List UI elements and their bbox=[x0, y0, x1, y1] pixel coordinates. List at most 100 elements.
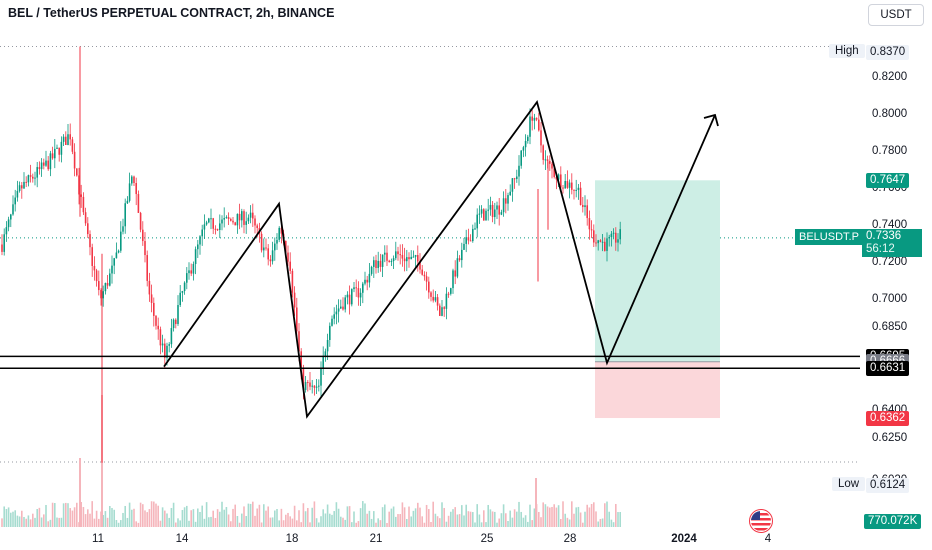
volume-bar-199 bbox=[439, 518, 441, 527]
candle-body-27 bbox=[60, 141, 63, 155]
volume-bar-268 bbox=[590, 503, 593, 527]
volume-bar-151 bbox=[333, 511, 335, 527]
candle-body-250 bbox=[551, 163, 553, 169]
candle-body-166 bbox=[366, 279, 368, 283]
volume-bar-241 bbox=[531, 520, 533, 527]
candle-body-150 bbox=[331, 318, 333, 326]
volume-bar-159 bbox=[351, 522, 353, 527]
volume-bar-96 bbox=[212, 510, 214, 527]
volume-bar-88 bbox=[194, 521, 197, 527]
volume-bar-277 bbox=[610, 519, 613, 527]
candle-body-245 bbox=[540, 130, 542, 146]
volume-bar-25 bbox=[56, 517, 58, 527]
candle-body-16 bbox=[36, 167, 38, 178]
volume-bar-148 bbox=[326, 504, 329, 527]
candle-body-197 bbox=[434, 297, 437, 301]
volume-bar-161 bbox=[355, 522, 357, 527]
volume-bar-19 bbox=[43, 514, 45, 527]
volume-bar-29 bbox=[65, 502, 67, 527]
candle-body-114 bbox=[252, 212, 254, 219]
volume-bar-146 bbox=[322, 509, 324, 527]
candle-body-157 bbox=[346, 294, 349, 298]
volume-bar-250 bbox=[551, 506, 553, 527]
candle-body-230 bbox=[507, 195, 509, 204]
y-tick-6: 0.7000 bbox=[872, 293, 908, 305]
volume-bar-208 bbox=[458, 514, 461, 527]
volume-bar-112 bbox=[247, 503, 250, 527]
volume-bar-111 bbox=[245, 516, 247, 527]
candle-body-11 bbox=[25, 181, 27, 183]
candle-body-218 bbox=[480, 209, 483, 214]
candle-body-167 bbox=[368, 273, 371, 283]
candle-body-184 bbox=[406, 257, 408, 262]
volume-bar-245 bbox=[540, 517, 542, 527]
candle-body-79 bbox=[175, 319, 177, 324]
candle-body-95 bbox=[210, 218, 212, 220]
volume-bar-4 bbox=[10, 512, 12, 527]
candle-body-267 bbox=[588, 218, 591, 230]
volume-bar-137 bbox=[302, 503, 305, 527]
candle-body-69 bbox=[153, 302, 155, 316]
volume-bar-92 bbox=[203, 518, 206, 527]
volume-bar-67 bbox=[148, 509, 151, 527]
volume-bar-170 bbox=[375, 522, 377, 527]
y-tick-7: 0.6850 bbox=[872, 320, 908, 333]
volume-bar-120 bbox=[265, 510, 267, 527]
volume-bar-252 bbox=[555, 507, 558, 527]
candle-body-101 bbox=[223, 218, 225, 220]
volume-bar-271 bbox=[597, 521, 599, 527]
volume-bar-23 bbox=[51, 502, 54, 527]
candle-body-116 bbox=[256, 225, 258, 229]
volume-bar-74 bbox=[164, 510, 166, 527]
volume-bar-89 bbox=[197, 508, 199, 527]
candle-body-25 bbox=[56, 147, 58, 149]
candle-body-228 bbox=[502, 198, 505, 213]
candle-body-63 bbox=[139, 212, 142, 230]
candle-body-108 bbox=[238, 213, 241, 221]
volume-bar-142 bbox=[313, 501, 316, 527]
candle-body-22 bbox=[49, 153, 52, 170]
volume-bar-264 bbox=[582, 522, 584, 527]
candle-body-19 bbox=[43, 162, 45, 166]
candle-body-191 bbox=[421, 269, 423, 275]
candle-body-179 bbox=[395, 251, 397, 259]
volume-bar-103 bbox=[227, 514, 230, 527]
volume-bar-259 bbox=[571, 501, 573, 527]
candle-body-271 bbox=[597, 240, 599, 244]
volume-bar-55 bbox=[122, 512, 124, 527]
volume-bar-0 bbox=[1, 518, 3, 527]
candle-body-206 bbox=[454, 270, 456, 277]
level-tag-target-0: 0.7647 bbox=[866, 172, 910, 188]
candle-body-47 bbox=[104, 282, 107, 292]
volume-bar-270 bbox=[595, 511, 597, 527]
volume-bar-8 bbox=[18, 516, 21, 527]
volume-bar-41 bbox=[91, 501, 93, 527]
candle-body-174 bbox=[384, 252, 386, 255]
candle-body-215 bbox=[474, 228, 476, 230]
candle-body-248 bbox=[546, 159, 549, 161]
candle-body-121 bbox=[267, 248, 269, 260]
candle-body-32 bbox=[71, 139, 74, 152]
volume-bar-205 bbox=[452, 509, 454, 527]
volume-bar-258 bbox=[568, 519, 571, 527]
profit-zone bbox=[595, 180, 720, 362]
currency-button[interactable]: USDT bbox=[868, 4, 924, 26]
level-tag-line-3: 0.6631 bbox=[866, 360, 910, 376]
volume-bar-86 bbox=[190, 510, 192, 527]
volume-bar-233 bbox=[513, 509, 516, 527]
volume-bar-30 bbox=[67, 503, 69, 527]
candle-body-34 bbox=[76, 168, 78, 176]
volume-bar-49 bbox=[109, 505, 111, 527]
volume-bar-108 bbox=[238, 522, 241, 527]
candle-body-277 bbox=[610, 233, 613, 237]
volume-bar-3 bbox=[7, 507, 10, 527]
volume-bar-43 bbox=[95, 510, 98, 527]
volume-bar-202 bbox=[445, 521, 448, 527]
volume-bar-61 bbox=[135, 521, 137, 527]
candle-body-2 bbox=[5, 227, 8, 235]
volume-bar-26 bbox=[58, 517, 60, 527]
volume-value: 770.072K bbox=[864, 514, 922, 529]
volume-bar-190 bbox=[419, 507, 421, 527]
us-flag-icon[interactable] bbox=[749, 509, 773, 533]
